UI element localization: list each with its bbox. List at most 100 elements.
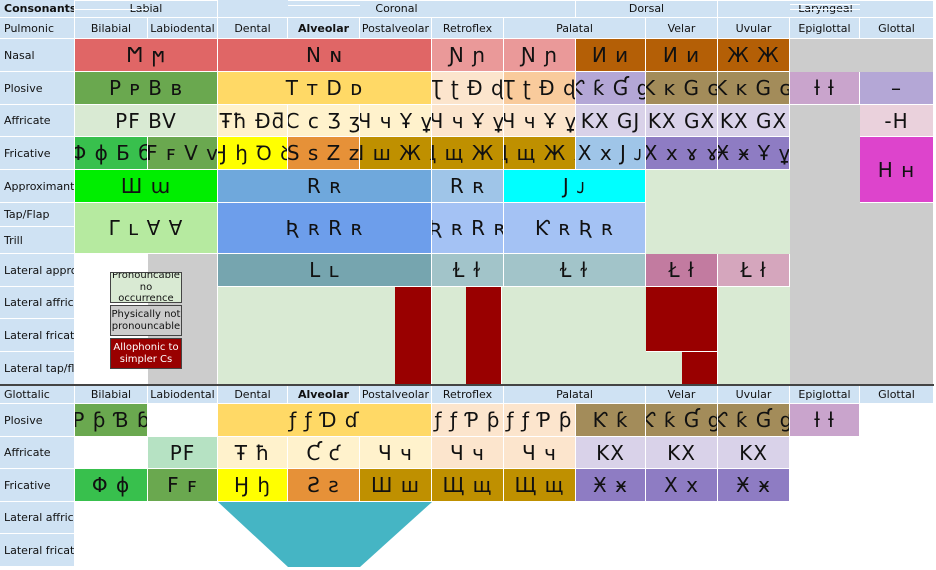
cell-approximant-bilabial: Ш ɯ — [75, 170, 218, 203]
allophonic-block-b — [466, 287, 502, 385]
gcell-g-affricate-dental: Ŧ ħ — [218, 437, 288, 469]
glyphs.g_lat_affricate_alveolar — [288, 5, 360, 6]
cell-affricate-uvular: KX GX — [718, 105, 790, 137]
row-label-top-5: Tap/Flap — [0, 203, 75, 227]
column-8: Uvular — [718, 18, 790, 39]
cell-plosive-velar1: Ƙ ƙ Ɠ ɠ — [576, 72, 646, 105]
null — [646, 0, 790, 1]
cell-nasal-uvular: Ж Ж — [718, 39, 790, 72]
column-1: Labiodental — [148, 18, 218, 39]
gcell-g-fricative-uvular: Ӿ ӿ — [718, 469, 790, 502]
null — [860, 0, 934, 1]
null — [790, 0, 860, 1]
glyphs.fricative_epiglottal — [790, 4, 860, 5]
cell-trill-retroflex: Ʀ ʀ R ʀ — [432, 203, 504, 254]
glyphs.g_lat_fricative_alveolar — [288, 0, 360, 1]
gcell-g-fricative-bilabial: Φ ɸ — [75, 469, 148, 502]
row-label-top-4: Approximant — [0, 170, 75, 203]
row-label-bottom-3: Lateral affricate — [0, 502, 75, 534]
allophonic-block-a — [395, 287, 432, 385]
gcell-g-plosive-palatal2: Ƙ ƙ — [576, 404, 646, 437]
gcell-g-plosive-alveolar: ƒ ƒ Ɗ ɗ — [218, 404, 432, 437]
gcell-g-affricate-velar1: KX — [576, 437, 646, 469]
gcell-g-fricative-postalveolar: Ш ш — [360, 469, 432, 502]
glottalic-column-1: Labiodental — [148, 385, 218, 404]
row-label-top-8: Lateral affricate — [0, 287, 75, 319]
cell-affricate-retroflex: Ч ч Ұ ұ — [432, 105, 504, 137]
null — [75, 0, 218, 1]
row-label-top-3: Fricative — [0, 137, 75, 170]
cell-plosive-palatal: Ʈ ʈ Ɖ ɖ — [504, 72, 576, 105]
cell-trill-palatal: Ƙ ʀ Ʀ ʀ — [504, 203, 646, 254]
gcell-g-plosive-velar: Ƙ ƙ Ɠ ɠ — [646, 404, 718, 437]
gcell-g-plosive-uvular: Ƙ ƙ Ɠ ɠ — [718, 404, 790, 437]
cell-plosive-alveolar: T ᴛ D ᴅ — [218, 72, 432, 105]
column-group-2: Dorsal — [576, 0, 718, 18]
cell-plosive-bilabial: P ᴘ B ʙ — [75, 72, 218, 105]
cell-approximant-alveolar: R ʀ — [218, 170, 432, 203]
cell-affricate-bilabial: PF BV — [75, 105, 218, 137]
cell-affricate-dental: Ŧħ Ðƌ — [218, 105, 288, 137]
cell-fricative-uvular: Ӿ ӿ Ұ ұ — [718, 137, 790, 170]
column-2: Dental — [218, 18, 288, 39]
gcell-g-affricate-palatal: Ч ч — [504, 437, 576, 469]
column-10: Glottal — [860, 18, 934, 39]
gcell-g-fricative-velar1: Ӿ ӿ — [576, 469, 646, 502]
gcell-g-affricate-postalveolar: Ч ч — [360, 437, 432, 469]
cell-approximant-retroflex: R ʀ — [432, 170, 504, 203]
gcell-g-fricative-labiodental: F ꜰ — [148, 469, 218, 502]
cell-fricative-labiodental: F ꜰ V ᴠ — [148, 137, 218, 170]
cell-fricative-retroflex: Щ щ Ж ж — [432, 137, 504, 170]
gcell-g-fricative-velar2: X x — [646, 469, 718, 502]
cell-lateral-retroflex: Ɫ ɫ — [432, 254, 504, 287]
gcell-g-plosive-retroflex: ƒ ƒ Ƥ ƥ — [432, 404, 504, 437]
glottalic-column-9: Epiglottal — [790, 385, 860, 404]
null — [75, 9, 148, 10]
cell-approximant-palatal: J ᴊ — [504, 170, 646, 203]
glottalic-column-0: Bilabial — [75, 385, 148, 404]
cell-lateral-palatal: Ɫ ɫ — [504, 254, 646, 287]
glottalic-column-6: Palatal — [504, 385, 646, 404]
allophonic-block-c — [646, 287, 718, 352]
gcell-g-affricate-velar2: KX — [646, 437, 718, 469]
consonants-title: Consonants — [0, 0, 75, 18]
cell-plosive-glottal: – — [860, 72, 934, 105]
cell-fricative-velar1: X x J ᴊ — [576, 137, 646, 170]
cell-fricative-bilabial: Φ ɸ Б б — [75, 137, 148, 170]
cell-plosive-velar2: K ᴋ G ɢ — [646, 72, 718, 105]
gcell-g-affricate-uvular: KX — [718, 437, 790, 469]
row-label-top-1: Plosive — [0, 72, 75, 105]
row-label-top-7: Lateral approximant — [0, 254, 75, 287]
legend-impossible: Physically not pronouncable — [110, 305, 182, 336]
column-5: Retroflex — [432, 18, 504, 39]
cell-fricative-glottal: H ʜ — [860, 137, 934, 203]
cell-affricate-alveolar: C c Ʒ ʒ — [288, 105, 360, 137]
glottalic-column-10: Glottal — [860, 385, 934, 404]
column-4: Postalveolar — [360, 18, 432, 39]
cell-trill-alveolar: Ʀ ʀ R ʀ — [218, 203, 432, 254]
cell-fricative-dental: Ꜧ ꜧ Ꝺ ꝺ — [218, 137, 288, 170]
column-0: Bilabial — [75, 18, 148, 39]
row-label-top-9: Lateral fricative — [0, 319, 75, 352]
cell-trill-bilabial: Γ ʟ Ɐ Ɐ — [75, 203, 218, 254]
allophonic-block-d — [682, 352, 718, 385]
row-label-bottom-1: Affricate — [0, 437, 75, 469]
glottalic-column-3: Alveolar — [288, 385, 360, 404]
cell-affricate-glottal: -H — [860, 105, 934, 137]
glottalic-column-7: Velar — [646, 385, 718, 404]
cell-fricative-postalveolar: Ш ш Ж ж — [360, 137, 432, 170]
row-label-bottom-2: Fricative — [0, 469, 75, 502]
null — [504, 0, 576, 1]
gcell-g-plosive-bilabial: Ƥ ƥ Ɓ ɓ — [75, 404, 148, 437]
cell-nasal-palatal: Ɲ ɲ — [504, 39, 576, 72]
gcell-g-affricate-alveolar: Ƈ ƈ — [288, 437, 360, 469]
legend-allophonic: Allophonic to simpler Cs — [110, 338, 182, 369]
column-6: Palatal — [504, 18, 646, 39]
cell-affricate-velar2: KX GX — [646, 105, 718, 137]
row-label-bottom-4: Lateral fricative — [0, 534, 75, 567]
column-7: Velar — [646, 18, 718, 39]
gcell-g-affricate-labiodental: PF — [148, 437, 218, 469]
section-separator — [0, 384, 934, 386]
column-group-1: Coronal — [218, 0, 576, 18]
